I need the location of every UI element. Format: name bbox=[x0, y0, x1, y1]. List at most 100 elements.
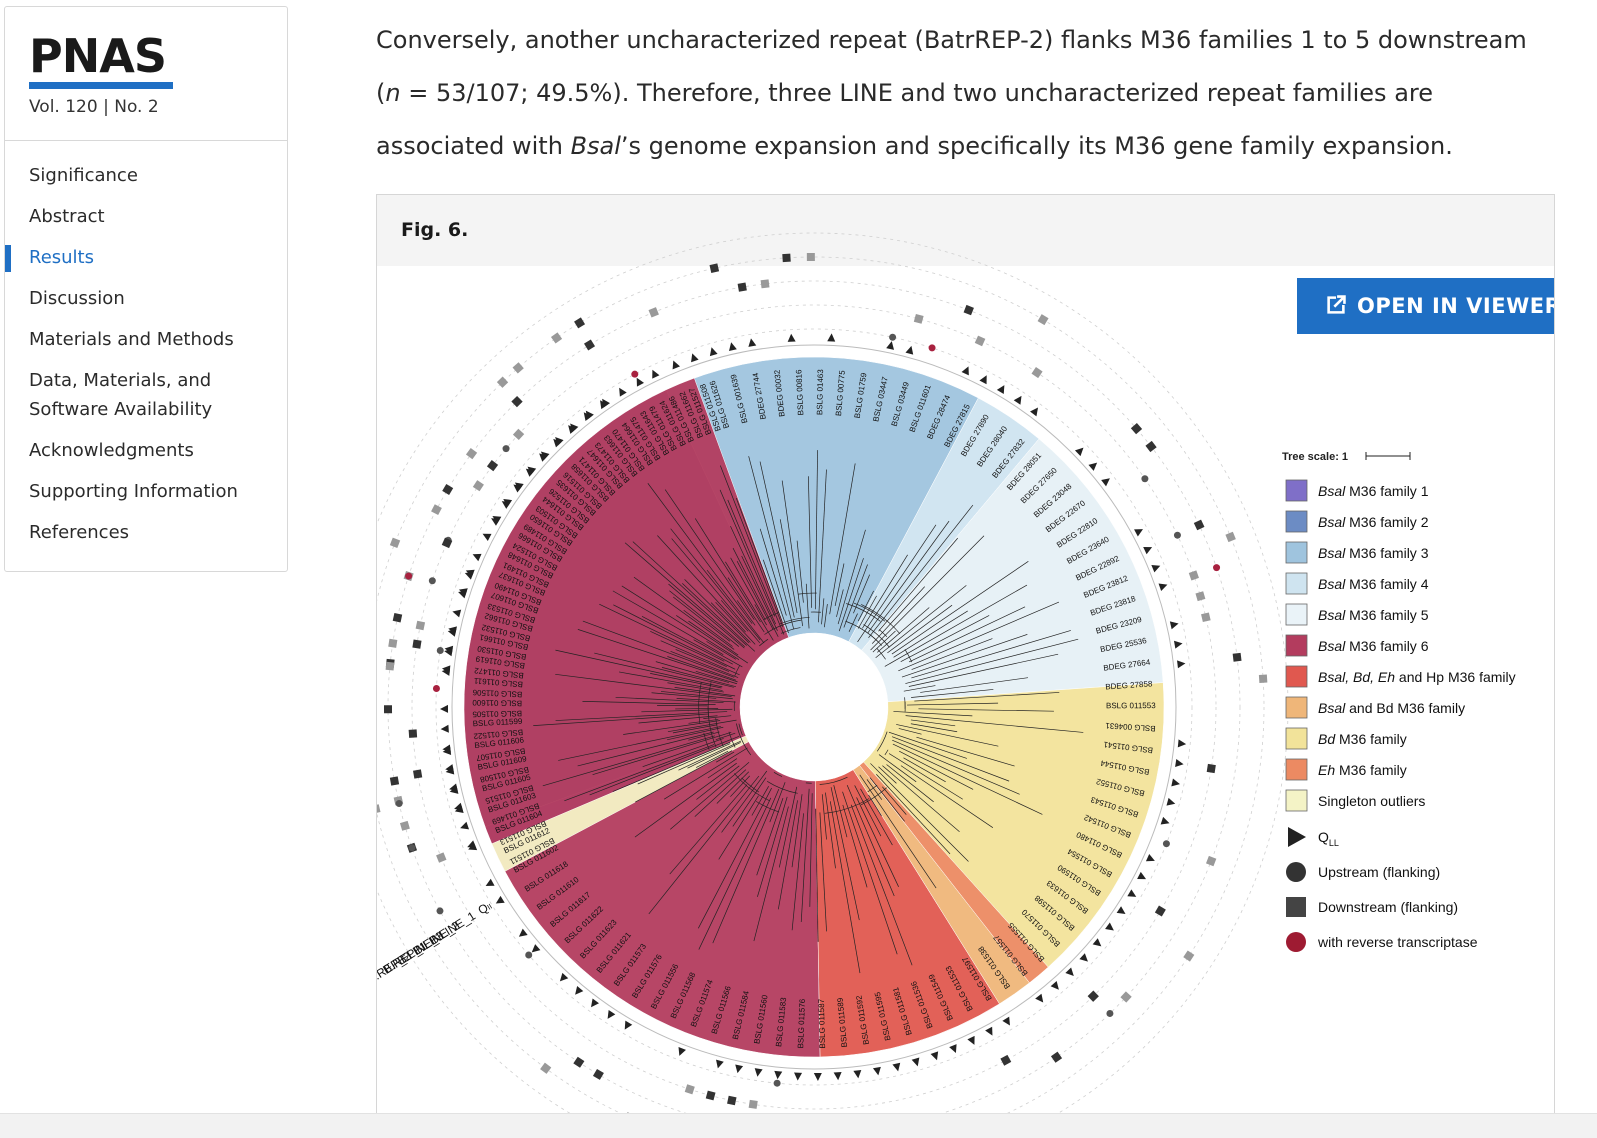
downstream-square bbox=[749, 1100, 758, 1109]
family-wedges bbox=[464, 357, 1164, 1057]
legend-swatch bbox=[1286, 697, 1307, 718]
upstream-circle bbox=[408, 844, 415, 851]
toc-item-acknowledgments[interactable]: Acknowledgments bbox=[5, 430, 287, 471]
qll-triangle bbox=[962, 365, 973, 376]
qll-triangle bbox=[1171, 779, 1180, 788]
downstream-square bbox=[1032, 367, 1043, 378]
leaf-label: BSLG 011553 bbox=[1106, 701, 1156, 710]
downstream-square bbox=[416, 621, 425, 630]
qll-triangle bbox=[1161, 817, 1171, 827]
downstream-square bbox=[393, 613, 402, 622]
upstream-circle bbox=[437, 647, 444, 654]
upstream-circle bbox=[525, 951, 532, 958]
qll-triangle bbox=[734, 1064, 743, 1073]
upstream-circle bbox=[436, 907, 443, 914]
legend-swatch bbox=[1286, 759, 1307, 780]
qll-triangle bbox=[1137, 872, 1148, 883]
legend-label: Bsal M36 family 6 bbox=[1318, 638, 1429, 654]
leaf-label: BSLG 011600 bbox=[472, 698, 522, 708]
pnas-logo[interactable]: PNAS bbox=[29, 7, 166, 79]
legend-label: Bsal M36 family 5 bbox=[1318, 607, 1429, 623]
downstream-square bbox=[727, 1096, 736, 1105]
qll-triangle bbox=[1151, 562, 1161, 572]
toc-item-supporting-info[interactable]: Supporting Information bbox=[5, 471, 287, 512]
legend-swatch bbox=[1286, 666, 1307, 687]
open-in-viewer-button[interactable]: OPEN IN VIEWER bbox=[1297, 278, 1555, 334]
legend-label: Bsal M36 family 2 bbox=[1318, 514, 1429, 530]
upstream-circle bbox=[405, 573, 412, 580]
qll-triangle bbox=[708, 346, 718, 356]
toc-item-results[interactable]: Results bbox=[5, 237, 287, 278]
qll-triangle bbox=[997, 383, 1008, 394]
downstream-square bbox=[436, 852, 446, 862]
downstream-square bbox=[413, 769, 422, 778]
legend-swatch bbox=[1286, 573, 1307, 594]
paragraph-line: associated with Bsal’s genome expansion … bbox=[376, 120, 1566, 173]
qll-triangle bbox=[753, 1068, 762, 1077]
qll-triangle bbox=[1174, 639, 1183, 648]
downstream-square bbox=[738, 282, 747, 291]
qll-triangle bbox=[1088, 460, 1099, 471]
downstream-square bbox=[1207, 764, 1216, 773]
toc-item-significance[interactable]: Significance bbox=[5, 155, 287, 196]
downstream-square bbox=[1194, 520, 1205, 531]
ring-label: B.LINE_1 bbox=[427, 908, 478, 947]
qll-triangle bbox=[1166, 798, 1176, 808]
qll-triangle bbox=[814, 1073, 822, 1081]
ring-labels: B.REP_2B.REP_1B.LINE_3B.LINE_2B.LINE_1Qₗ… bbox=[377, 899, 494, 987]
legend-rt-circle bbox=[1286, 932, 1306, 952]
qll-triangle bbox=[985, 1027, 996, 1038]
toc-item-data-availability[interactable]: Data, Materials, and Software Availabili… bbox=[5, 360, 229, 430]
qll-triangle bbox=[604, 1010, 615, 1021]
downstream-square bbox=[400, 821, 410, 831]
leaf-label: BSLG 01463 bbox=[815, 369, 825, 416]
toc-item-abstract[interactable]: Abstract bbox=[5, 196, 287, 237]
qll-triangle bbox=[516, 929, 527, 940]
italic-n: n bbox=[385, 79, 400, 107]
legend-swatch bbox=[1286, 635, 1307, 656]
qll-triangle bbox=[1075, 445, 1086, 456]
upstream-circle bbox=[1141, 475, 1148, 482]
legend-label: Bsal and Bd M36 family bbox=[1318, 700, 1465, 716]
qll-triangle bbox=[827, 333, 835, 341]
legend-swatch bbox=[1286, 604, 1307, 625]
downstream-square bbox=[1145, 441, 1156, 452]
downstream-square bbox=[386, 662, 395, 671]
qll-triangle bbox=[621, 1021, 632, 1032]
qll-triangle bbox=[905, 345, 915, 355]
sidebar-nav: PNAS Vol. 120 | No. 2 Significance Abstr… bbox=[4, 6, 288, 572]
downstream-square bbox=[706, 1091, 716, 1101]
legend-upstream-circle bbox=[1286, 862, 1306, 882]
downstream-square bbox=[487, 460, 498, 471]
qll-triangle bbox=[459, 822, 469, 832]
qll-triangle bbox=[886, 340, 895, 349]
downstream-square bbox=[573, 1057, 584, 1068]
downstream-square bbox=[409, 729, 418, 738]
qll-triangle bbox=[714, 1060, 724, 1070]
downstream-square bbox=[377, 804, 381, 814]
qll-triangle bbox=[853, 1070, 862, 1079]
downstream-square bbox=[1038, 314, 1049, 325]
qll-triangle bbox=[616, 386, 627, 397]
toc-item-materials-methods[interactable]: Materials and Methods bbox=[5, 319, 287, 360]
qll-triangle bbox=[1159, 581, 1169, 591]
qll-triangle bbox=[727, 341, 737, 351]
downstream-square bbox=[511, 396, 522, 407]
legend-label: Bsal M36 family 4 bbox=[1318, 576, 1429, 592]
upstream-circle bbox=[433, 685, 440, 692]
toc-item-references[interactable]: References bbox=[5, 512, 287, 553]
legend-qll-triangle bbox=[1288, 827, 1306, 847]
upstream-circle bbox=[396, 800, 403, 807]
downstream-square bbox=[466, 448, 477, 459]
upstream-circle bbox=[1163, 840, 1170, 847]
qll-triangle bbox=[774, 1071, 783, 1080]
qll-triangle bbox=[484, 879, 495, 890]
downstream-square bbox=[1225, 532, 1235, 542]
downstream-square bbox=[513, 362, 524, 373]
qll-triangle bbox=[1079, 953, 1090, 964]
table-of-contents: Significance Abstract Results Discussion… bbox=[5, 141, 287, 553]
toc-item-discussion[interactable]: Discussion bbox=[5, 278, 287, 319]
qll-triangle bbox=[1175, 759, 1184, 768]
